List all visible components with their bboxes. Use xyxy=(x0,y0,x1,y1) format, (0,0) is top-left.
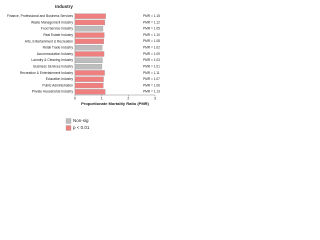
bar xyxy=(74,63,103,70)
value-label: PMR = 1.15 xyxy=(143,14,160,18)
value-label: PMR = 1.10 xyxy=(143,33,160,37)
x-tick-label: 0 xyxy=(74,96,76,100)
bar xyxy=(74,82,104,89)
value-label: PMR = 1.07 xyxy=(143,77,160,81)
y-tick-label: Recreation & Entertainment Industry xyxy=(20,71,73,75)
legend-swatch xyxy=(65,125,72,131)
bar xyxy=(74,57,103,63)
x-tick-label: 2 xyxy=(127,96,129,100)
x-tick-label: 1 xyxy=(101,96,103,100)
legend-swatch xyxy=(65,118,72,124)
bar xyxy=(74,26,104,32)
y-tick-label: Business Services Industry xyxy=(33,64,73,68)
bar xyxy=(74,45,103,51)
value-label: PMR = 1.12 xyxy=(143,20,160,24)
y-tick-label: Waste Management Industry xyxy=(31,20,73,24)
value-label: PMR = 1.06 xyxy=(143,83,160,87)
value-label: PMR = 1.02 xyxy=(143,46,160,50)
y-tick-label: Real Estate Industry xyxy=(43,33,73,37)
bar xyxy=(74,13,106,19)
value-label: PMR = 1.03 xyxy=(143,58,160,62)
x-tick-label: 3 xyxy=(154,96,156,100)
y-tick-label: Laundry & Cleaning Industry xyxy=(31,58,73,62)
y-tick-label: Retail Trade Industry xyxy=(43,46,74,50)
y-tick-label: Accommodation Industry xyxy=(37,52,74,56)
bar xyxy=(74,19,106,26)
value-label: PMR = 1.01 xyxy=(143,64,160,68)
bar xyxy=(74,76,104,82)
bar xyxy=(74,51,105,57)
chart-title: Industry xyxy=(55,4,73,9)
value-label: PMR = 1.08 xyxy=(143,39,160,43)
value-label: PMR = 1.09 xyxy=(143,52,160,56)
bar xyxy=(74,38,104,45)
bar xyxy=(74,32,105,38)
value-label: PMR = 1.11 xyxy=(143,71,160,75)
legend-label: p < 0.01 xyxy=(73,125,90,130)
y-tick-label: Public Administration xyxy=(42,83,73,87)
y-tick-label: Private Households Industry xyxy=(32,90,74,94)
x-axis-title: Proportionate Mortality Ratio (PMR) xyxy=(81,101,149,106)
bar xyxy=(74,89,106,95)
y-tick-label: Education Industry xyxy=(46,77,74,81)
legend-label: Non-sig xyxy=(73,118,89,123)
bar xyxy=(74,70,105,76)
value-label: PMR = 1.13 xyxy=(143,90,160,94)
chart: Industry Proportionate Mortality Ratio (… xyxy=(7,4,160,131)
y-tick-label: Food Service Industry xyxy=(41,27,73,31)
value-label: PMR = 1.05 xyxy=(143,27,160,31)
y-tick-label: Finance, Professional and Business Servi… xyxy=(7,14,73,18)
y-tick-label: Arts, Entertainment & Recreation xyxy=(25,39,73,43)
